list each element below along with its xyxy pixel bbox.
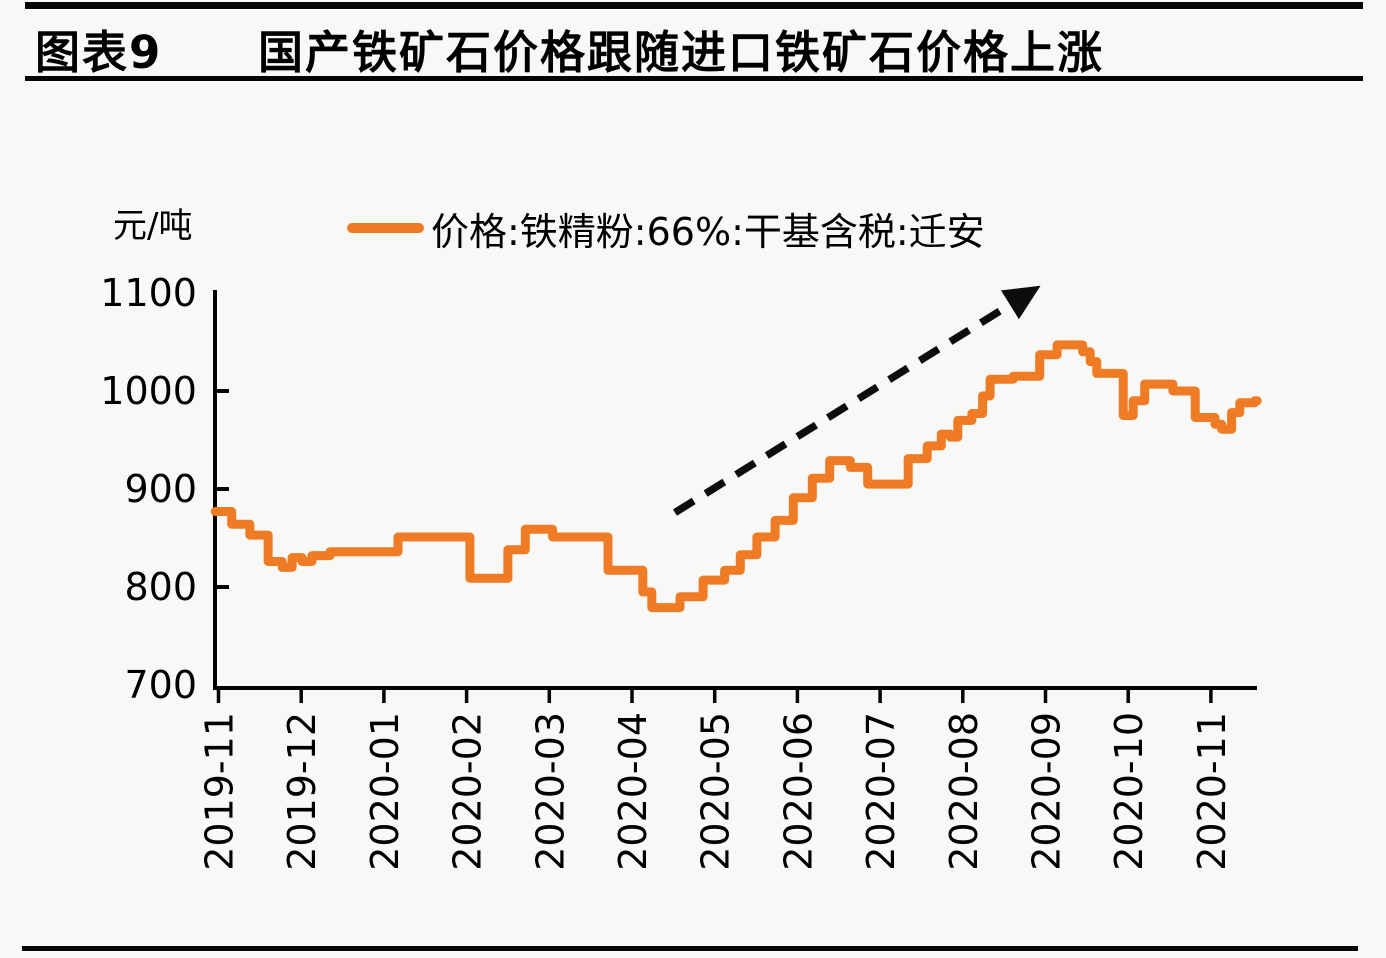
page-title: 国产铁矿石价格跟随进口铁矿石价格上涨 <box>258 26 1105 79</box>
x-axis-tick-label: 2020-04 <box>611 712 655 871</box>
y-axis-unit-label: 元/吨 <box>113 206 193 246</box>
trend-arrow-head <box>1000 285 1041 320</box>
y-axis-tick-label: 900 <box>124 467 197 511</box>
price-series-line <box>210 340 1262 613</box>
x-axis-tick-label: 2020-03 <box>528 712 572 871</box>
x-axis-tick-label: 2020-08 <box>942 712 986 871</box>
bottom-rule <box>22 946 1358 951</box>
header-divider-rule <box>25 76 1363 81</box>
x-axis-tick-label: 2020-05 <box>694 712 738 871</box>
legend: 价格:铁精粉:66%:干基含税:迁安 <box>347 206 985 254</box>
x-axis-tick-label: 2020-02 <box>446 712 490 871</box>
x-axis-tick-label: 2020-09 <box>1025 712 1069 871</box>
x-axis-tick-label: 2020-06 <box>776 712 820 871</box>
x-axis-tick-label: 2019-11 <box>198 712 242 871</box>
x-axis-tick-label: 2020-07 <box>859 712 903 871</box>
legend-line-swatch <box>347 223 424 233</box>
x-axis-tick-label: 2020-10 <box>1107 712 1151 871</box>
figure-number: 图表9 <box>35 26 163 79</box>
top-rule <box>25 2 1363 9</box>
trend-arrow-line <box>673 301 1012 516</box>
legend-series-label: 价格:铁精粉:66%:干基含税:迁安 <box>431 209 985 254</box>
x-axis-tick-label: 2020-11 <box>1190 712 1234 871</box>
y-axis-tick-label: 700 <box>124 663 197 707</box>
y-axis-tick-label: 1100 <box>100 271 197 315</box>
y-axis-tick-label: 800 <box>124 565 197 609</box>
y-axis-tick-label: 1000 <box>100 369 197 413</box>
x-axis-tick-label: 2019-12 <box>280 712 324 871</box>
x-axis-tick-label: 2020-01 <box>363 712 407 871</box>
